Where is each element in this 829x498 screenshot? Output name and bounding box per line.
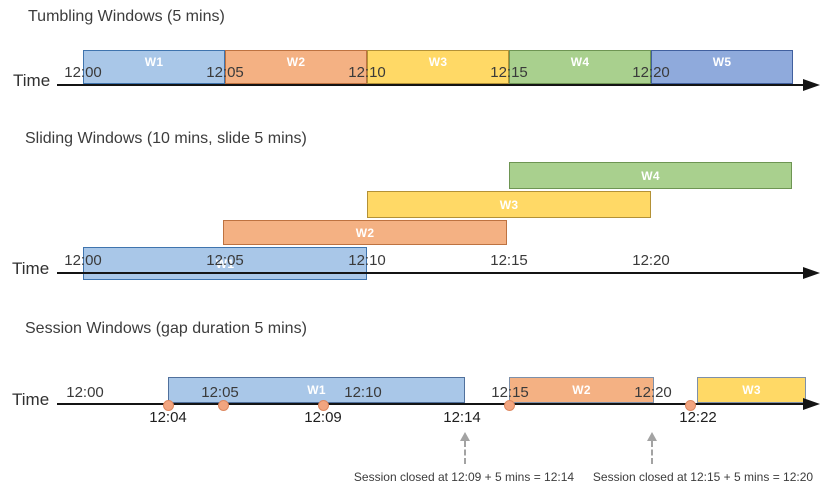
- window-block-w2: W2: [223, 220, 507, 245]
- section-title: Tumbling Windows (5 mins): [28, 8, 225, 25]
- time-tick-label: 12:05: [206, 64, 244, 81]
- window-block-w3: W3: [367, 191, 651, 218]
- window-label: W3: [499, 197, 519, 212]
- timeline-axis: [57, 272, 804, 274]
- time-axis-label: Time: [12, 390, 50, 409]
- window-label: W2: [572, 383, 591, 397]
- time-tick-label: 12:15: [490, 252, 528, 269]
- time-tick-label: 12:15: [491, 384, 529, 401]
- time-tick-label: 12:20: [632, 252, 670, 269]
- window-label: W1: [215, 256, 235, 271]
- session-close-annotation: Session closed at 12:15 + 5 mins = 12:20: [592, 470, 814, 484]
- time-axis-label: Time: [13, 71, 51, 90]
- time-tick-label: 12:05: [206, 252, 244, 269]
- event-time-label: 12:09: [304, 409, 342, 426]
- time-tick-label: 12:00: [64, 64, 102, 81]
- session-close-annotation: Session closed at 12:09 + 5 mins = 12:14: [353, 470, 575, 484]
- time-axis-label: Time: [12, 259, 50, 278]
- time-tick-label: 12:10: [344, 384, 382, 401]
- event-dot: [218, 400, 229, 411]
- window-label: W2: [355, 225, 375, 240]
- time-tick-label: 12:10: [348, 64, 386, 81]
- window-block-w4: W4: [509, 50, 651, 84]
- timeline-arrowhead-icon: [803, 398, 820, 410]
- window-block-w4: W4: [509, 162, 792, 189]
- event-dot: [504, 400, 515, 411]
- event-time-label: 12:04: [149, 409, 187, 426]
- time-tick-label: 12:20: [634, 384, 672, 401]
- session-close-arrow-icon: [460, 432, 470, 441]
- window-block-w2: W2: [509, 377, 654, 403]
- time-tick-label: 12:15: [490, 64, 528, 81]
- event-dot: [318, 400, 329, 411]
- window-block-w2: W2: [225, 50, 367, 84]
- timeline-arrowhead-icon: [803, 267, 820, 279]
- timeline-axis: [57, 403, 804, 405]
- section-title: Session Windows (gap duration 5 mins): [25, 320, 307, 337]
- session-close-arrow-stem: [651, 441, 653, 464]
- time-tick-label: 12:20: [632, 64, 670, 81]
- time-tick-label: 12:00: [66, 384, 104, 401]
- window-label: W5: [712, 55, 732, 69]
- time-tick-label: 12:10: [348, 252, 386, 269]
- session-close-arrow-stem: [464, 441, 466, 464]
- window-block-w1: W1: [83, 50, 225, 84]
- event-time-label: 12:14: [443, 409, 481, 426]
- window-label: W4: [570, 55, 590, 69]
- window-label: W2: [286, 55, 306, 69]
- window-block-w1: W1: [168, 377, 465, 403]
- window-block-w3: W3: [697, 377, 806, 403]
- window-block-w3: W3: [367, 50, 509, 84]
- event-time-label: 12:22: [679, 409, 717, 426]
- section-title: Sliding Windows (10 mins, slide 5 mins): [25, 130, 307, 147]
- window-block-w5: W5: [651, 50, 793, 84]
- session-close-arrow-icon: [647, 432, 657, 441]
- event-dot: [163, 400, 174, 411]
- event-dot: [685, 400, 696, 411]
- window-block-w1: W1: [83, 247, 367, 280]
- timeline-arrowhead-icon: [803, 79, 820, 91]
- window-label: W1: [307, 383, 326, 397]
- time-tick-label: 12:05: [201, 384, 239, 401]
- time-tick-label: 12:00: [64, 252, 102, 269]
- timeline-axis: [57, 84, 804, 86]
- window-label: W1: [144, 55, 164, 69]
- window-label: W3: [742, 383, 761, 397]
- window-label: W4: [641, 168, 660, 183]
- window-label: W3: [428, 55, 448, 69]
